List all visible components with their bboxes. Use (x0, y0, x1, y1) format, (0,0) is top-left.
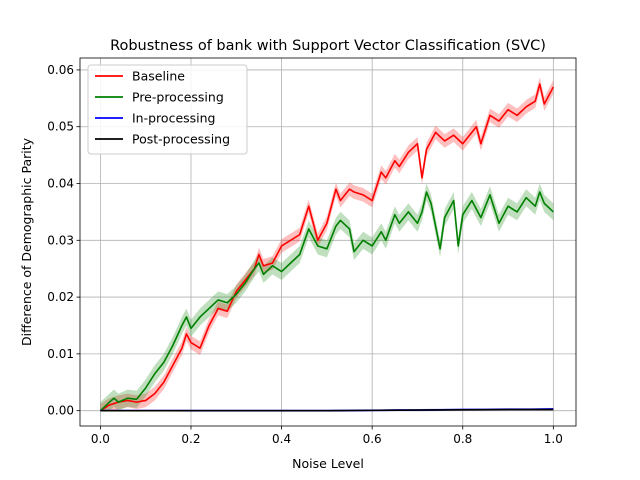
x-tick-label: 0.4 (272, 432, 291, 446)
x-tick-label: 0.0 (91, 432, 110, 446)
y-tick-label: 0.02 (47, 290, 74, 304)
series-line-1 (99, 191, 554, 412)
legend-box (87, 64, 248, 155)
x-tick-label: 1.0 (544, 432, 563, 446)
band-1 (100, 183, 554, 411)
series-line-3 (100, 408, 554, 412)
series-line-0 (99, 83, 555, 412)
series-lines (99, 83, 555, 412)
y-tick-label: 0.00 (47, 404, 74, 418)
legend: Baseline Pre-processing In-processing Post-… (87, 64, 248, 155)
legend-label: Post-processing (132, 132, 230, 147)
y-tick-label: 0.06 (47, 63, 74, 77)
plot-frame (79, 57, 577, 427)
axes: 0.0 0.2 0.4 0.6 0.8 1.0 0.00 0.01 0.02 0.03 0.04 0.… (47, 57, 577, 446)
x-axis-label: Noise Level (292, 456, 364, 471)
x-tick-label: 0.8 (453, 432, 472, 446)
y-tick-label: 0.04 (47, 177, 74, 191)
y-tick-label: 0.03 (47, 233, 74, 247)
chart-title: Robustness of bank with Support Vector C… (110, 38, 546, 54)
x-tick-label: 0.2 (181, 432, 200, 446)
x-tick-label: 0.6 (363, 432, 382, 446)
legend-label: Baseline (132, 69, 185, 84)
y-tick-label: 0.01 (47, 347, 74, 361)
legend-label: In-processing (132, 111, 215, 126)
y-axis-label: Difference of Demographic Parity (19, 137, 34, 346)
legend-label: Pre-processing (132, 90, 224, 105)
y-tick-label: 0.05 (47, 120, 74, 134)
